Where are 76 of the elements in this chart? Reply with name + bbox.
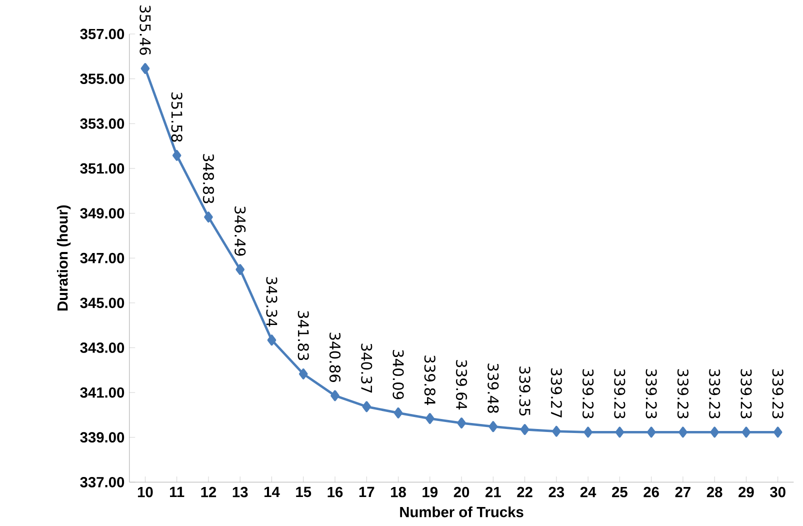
point <box>678 426 688 438</box>
point <box>520 424 530 435</box>
data-label: 339.35 <box>519 366 530 416</box>
data-label: 339.23 <box>582 369 594 418</box>
data-label: 339.48 <box>488 364 499 413</box>
x-tick-label: 30 <box>770 486 786 498</box>
point <box>172 150 182 161</box>
data-label: 343.34 <box>266 277 278 326</box>
data-label: 339.64 <box>456 360 468 410</box>
point <box>362 401 372 412</box>
y-tick-label: 357.00 <box>80 28 124 40</box>
point <box>552 426 561 437</box>
x-tick-label: 23 <box>548 486 564 498</box>
point <box>457 417 466 428</box>
y-tick-label: 337.00 <box>80 476 124 488</box>
x-tick-label: 15 <box>296 486 312 498</box>
x-tick-label: 24 <box>580 486 596 498</box>
x-tick-label: 17 <box>359 486 374 497</box>
y-tick-label: 349.00 <box>80 208 124 218</box>
x-tick-label: 20 <box>454 486 470 498</box>
data-label: 346.49 <box>234 206 246 256</box>
y-tick-label: 341.00 <box>80 387 124 398</box>
x-tick-label: 22 <box>517 486 532 498</box>
point <box>773 426 782 438</box>
data-label: 339.84 <box>424 355 436 405</box>
y-tick-label: 353.00 <box>80 118 124 129</box>
point <box>646 426 656 438</box>
x-tick-label: 13 <box>232 486 248 498</box>
y-tick-label: 339.00 <box>80 432 124 442</box>
y-tick-label: 345.00 <box>80 298 124 308</box>
data-label: 339.27 <box>550 368 562 418</box>
point <box>330 390 340 402</box>
x-tick-label: 16 <box>328 486 343 498</box>
x-tick-label: 18 <box>391 486 406 498</box>
x-tick-label: 19 <box>422 486 438 498</box>
point <box>488 421 498 432</box>
x-tick-label: 21 <box>486 486 501 498</box>
data-label: 339.23 <box>772 369 784 418</box>
point <box>267 334 276 346</box>
x-tick-label: 10 <box>138 486 153 498</box>
data-label: 340.86 <box>329 332 341 382</box>
data-label: 340.37 <box>361 344 372 393</box>
data-label: 351.58 <box>171 92 182 142</box>
point <box>615 426 624 438</box>
x-axis-title: Number of Trucks <box>400 506 524 518</box>
x-tick-label: 29 <box>738 486 754 498</box>
y-tick-label: 351.00 <box>80 163 124 174</box>
data-label: 339.23 <box>740 369 752 418</box>
y-tick-label: 347.00 <box>80 252 124 264</box>
x-tick-label: 25 <box>612 486 628 498</box>
x-tick-label: 27 <box>675 486 690 498</box>
point <box>204 212 213 222</box>
data-label: 348.83 <box>202 154 214 204</box>
point <box>584 426 592 438</box>
point <box>298 368 308 380</box>
data-label: 339.23 <box>677 369 688 418</box>
x-tick-label: 26 <box>644 486 659 498</box>
x-tick-label: 14 <box>264 486 280 497</box>
point <box>710 426 719 438</box>
data-label: 341.83 <box>298 310 309 360</box>
point <box>426 412 434 424</box>
y-tick-label: 343.00 <box>80 342 124 353</box>
data-label: 340.09 <box>392 350 404 400</box>
data-label: 339.23 <box>614 369 626 418</box>
point <box>140 62 150 74</box>
x-tick-label: 28 <box>706 486 722 498</box>
data-label: 339.23 <box>709 369 720 418</box>
point <box>394 407 403 418</box>
point <box>742 426 751 438</box>
y-tick-label: 355.00 <box>80 74 124 84</box>
data-label: 355.46 <box>140 5 151 55</box>
x-tick-label: 12 <box>201 486 216 498</box>
y-axis-title: Duration (hour) <box>56 205 71 310</box>
point <box>236 264 245 275</box>
data-label: 339.23 <box>646 369 657 418</box>
x-tick-label: 11 <box>170 486 184 497</box>
